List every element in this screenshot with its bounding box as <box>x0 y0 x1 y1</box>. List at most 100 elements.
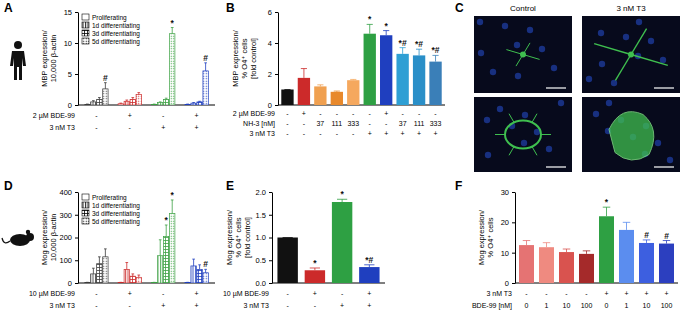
human-icon <box>10 41 26 80</box>
plot-marks <box>85 28 209 106</box>
y-axis-title: % O4⁺ cells <box>486 217 495 257</box>
error-bar <box>204 63 207 71</box>
condition-cell: - <box>286 290 289 297</box>
condition-cell: + <box>384 130 388 137</box>
error-bar <box>364 265 374 267</box>
annotations: ***# <box>313 189 373 268</box>
nucleus <box>551 65 557 71</box>
tick-label: 0.5 <box>256 256 266 265</box>
bar <box>124 269 129 283</box>
bar <box>619 230 634 283</box>
legend-swatch <box>82 38 89 44</box>
bar <box>136 277 141 283</box>
condition-cell: 111 <box>414 120 425 127</box>
error-bar <box>563 249 571 252</box>
bar <box>359 267 379 283</box>
cell-process <box>594 44 631 55</box>
micrograph <box>582 16 680 93</box>
condition-table: 3 nM T3----++++BDE-99 [nM]01101000110100 <box>472 290 673 310</box>
cell-process <box>541 134 551 135</box>
condition-cell: 333 <box>430 120 442 127</box>
bar <box>659 244 674 283</box>
error-bar <box>171 200 174 214</box>
condition-cell: + <box>313 290 317 297</box>
panel-letter: C <box>455 1 464 15</box>
condition-label: 3 nM T3 <box>243 302 269 309</box>
bar <box>579 254 594 283</box>
significance: * <box>165 215 169 225</box>
column-label: 3 nM T3 <box>616 4 646 13</box>
condition-cell: + <box>161 124 165 131</box>
condition-cell: 10 <box>563 302 571 309</box>
y-tick: 15 <box>64 8 78 17</box>
error-bar <box>198 101 201 103</box>
condition-cell: 111 <box>331 120 342 127</box>
annotations: *## <box>605 197 669 240</box>
condition-cell: + <box>384 110 388 117</box>
error-bar <box>159 240 162 256</box>
tick-mark <box>269 260 272 261</box>
bar <box>203 71 208 105</box>
bar <box>170 34 175 105</box>
y-tick: 0 <box>68 101 78 110</box>
y-axis-title: [fold control] <box>243 217 252 258</box>
condition-cell: - <box>525 290 528 297</box>
cell-body <box>505 121 541 149</box>
error-bar <box>192 102 195 104</box>
annotations: **# <box>165 190 209 269</box>
y-tick: 0.5 <box>256 256 272 265</box>
nucleus <box>655 140 661 146</box>
bar <box>203 273 208 283</box>
error-bar <box>337 199 347 202</box>
panel-letter: A <box>4 1 13 15</box>
y-tick: 1.0 <box>256 233 272 242</box>
bar <box>152 104 157 105</box>
bar <box>185 104 190 105</box>
tick-label: 300 <box>59 211 72 220</box>
condition-table: 10 µM BDE-99-+-+3 nM T3--++ <box>29 290 199 309</box>
error-bar <box>416 49 422 55</box>
error-bar <box>131 98 134 100</box>
tick-label: 0.0 <box>256 279 266 288</box>
nucleus <box>593 111 599 117</box>
condition-cell: - <box>95 112 98 119</box>
bar <box>331 92 343 105</box>
y-tick: 0 <box>68 279 78 288</box>
condition-table: 2 µM BDE-99-+-+3 nM T3--++ <box>33 112 199 131</box>
error-bar <box>603 207 611 216</box>
condition-cell: 100 <box>581 302 593 309</box>
cell-body <box>628 52 634 58</box>
tick-label: 200 <box>59 233 72 242</box>
y-axis-title: Mog expression/ <box>40 209 49 265</box>
y-axis-line <box>515 193 516 284</box>
bar <box>380 35 392 105</box>
condition-cell: 10 <box>643 302 651 309</box>
y-axis: 051015 <box>64 8 79 110</box>
condition-cell: - <box>303 130 306 137</box>
cell-process <box>615 55 631 81</box>
nucleus <box>558 100 564 106</box>
y-tick: 300 <box>59 211 78 220</box>
legend: Proliferating1d differentiating3d differ… <box>82 194 140 226</box>
cell-process <box>509 147 514 156</box>
tick-mark <box>75 74 78 75</box>
error-bar <box>104 83 107 89</box>
tick-mark <box>512 222 515 223</box>
condition-label: 3 nM T3 <box>249 130 275 137</box>
condition-cell: + <box>340 302 344 309</box>
condition-cell: - <box>336 130 339 137</box>
condition-cell: - <box>303 120 306 127</box>
bar <box>559 252 574 283</box>
scale-bar <box>654 166 674 167</box>
condition-cell: - <box>162 290 165 297</box>
condition-cell: + <box>624 290 628 297</box>
bar <box>191 266 196 283</box>
y-axis: 0.00.51.01.52.0 <box>256 188 273 288</box>
icon-part <box>10 51 26 80</box>
cell-process <box>509 114 514 123</box>
y-axis-title: % O4⁺ cells <box>240 38 249 78</box>
nucleus <box>490 69 496 75</box>
cell-body <box>520 52 526 58</box>
tick-label: 1.5 <box>256 211 266 220</box>
bar <box>158 256 163 283</box>
